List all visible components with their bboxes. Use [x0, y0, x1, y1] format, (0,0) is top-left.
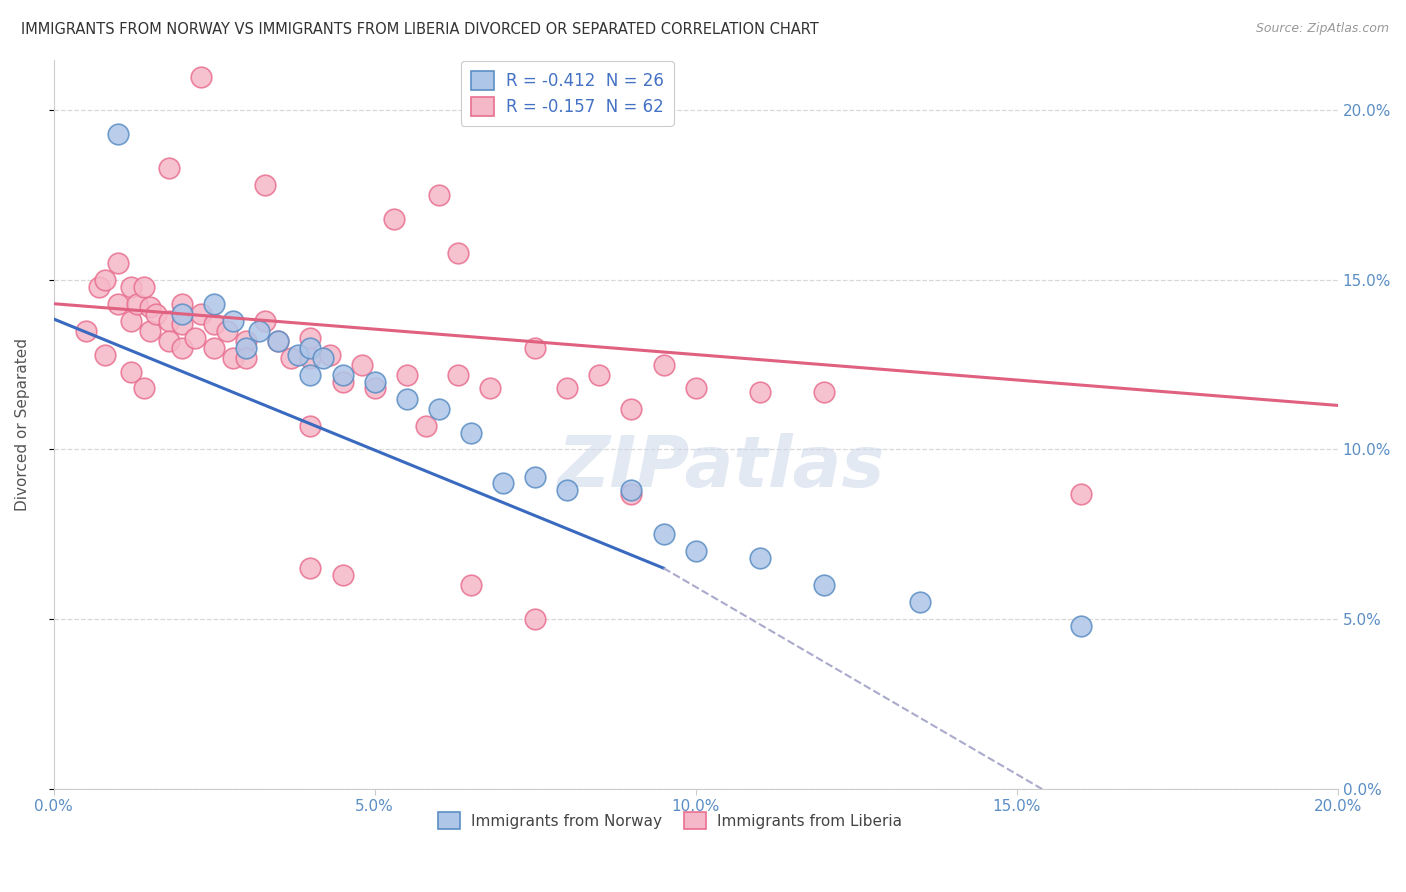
Point [202, 296, 225, 310]
Point [299, 341, 322, 355]
Legend: Immigrants from Norway, Immigrants from Liberia: Immigrants from Norway, Immigrants from … [433, 805, 908, 836]
Point [620, 483, 643, 498]
Point [254, 178, 277, 192]
Point [299, 368, 322, 382]
Point [190, 70, 212, 84]
Point [460, 425, 482, 440]
Point [157, 161, 180, 175]
Point [555, 483, 578, 498]
Point [267, 334, 290, 348]
Point [363, 381, 385, 395]
Point [524, 469, 547, 483]
Point [427, 188, 450, 202]
Point [247, 324, 270, 338]
Point [170, 307, 193, 321]
Point [620, 486, 643, 500]
Point [107, 127, 129, 141]
Point [427, 401, 450, 416]
Point [107, 296, 129, 310]
Point [1070, 486, 1092, 500]
Point [652, 358, 675, 372]
Point [170, 341, 193, 355]
Point [685, 381, 707, 395]
Point [382, 211, 405, 226]
Point [87, 279, 110, 293]
Point [94, 273, 117, 287]
Point [363, 375, 385, 389]
Point [75, 324, 97, 338]
Point [588, 368, 610, 382]
Y-axis label: Divorced or Separated: Divorced or Separated [15, 337, 30, 510]
Point [145, 307, 167, 321]
Point [350, 358, 373, 372]
Point [652, 527, 675, 541]
Point [299, 330, 322, 344]
Text: ZIPatlas: ZIPatlas [558, 434, 884, 502]
Point [139, 324, 162, 338]
Point [222, 351, 245, 365]
Point [170, 317, 193, 331]
Point [395, 392, 418, 406]
Point [157, 313, 180, 327]
Point [235, 351, 257, 365]
Point [170, 296, 193, 310]
Point [190, 307, 212, 321]
Text: IMMIGRANTS FROM NORWAY VS IMMIGRANTS FROM LIBERIA DIVORCED OR SEPARATED CORRELAT: IMMIGRANTS FROM NORWAY VS IMMIGRANTS FRO… [21, 22, 818, 37]
Point [107, 256, 129, 270]
Point [235, 341, 257, 355]
Point [125, 296, 148, 310]
Point [332, 375, 354, 389]
Point [120, 313, 142, 327]
Point [254, 313, 277, 327]
Point [447, 368, 470, 382]
Point [332, 368, 354, 382]
Point [748, 551, 770, 566]
Point [215, 324, 238, 338]
Point [202, 341, 225, 355]
Point [1070, 619, 1092, 633]
Point [318, 347, 340, 361]
Point [685, 544, 707, 558]
Point [813, 578, 835, 592]
Point [312, 351, 335, 365]
Point [222, 313, 245, 327]
Point [202, 317, 225, 331]
Point [157, 334, 180, 348]
Point [120, 279, 142, 293]
Point [120, 364, 142, 378]
Point [555, 381, 578, 395]
Point [620, 401, 643, 416]
Point [415, 418, 437, 433]
Point [299, 418, 322, 433]
Point [524, 612, 547, 626]
Point [299, 351, 322, 365]
Point [395, 368, 418, 382]
Point [748, 384, 770, 399]
Point [460, 578, 482, 592]
Text: Source: ZipAtlas.com: Source: ZipAtlas.com [1256, 22, 1389, 36]
Point [132, 279, 155, 293]
Point [492, 476, 515, 491]
Point [332, 568, 354, 582]
Point [479, 381, 502, 395]
Point [139, 300, 162, 314]
Point [813, 384, 835, 399]
Point [132, 381, 155, 395]
Point [299, 561, 322, 575]
Point [184, 330, 207, 344]
Point [287, 347, 309, 361]
Point [235, 334, 257, 348]
Point [910, 595, 932, 609]
Point [94, 347, 117, 361]
Point [447, 245, 470, 260]
Point [267, 334, 290, 348]
Point [524, 341, 547, 355]
Point [280, 351, 302, 365]
